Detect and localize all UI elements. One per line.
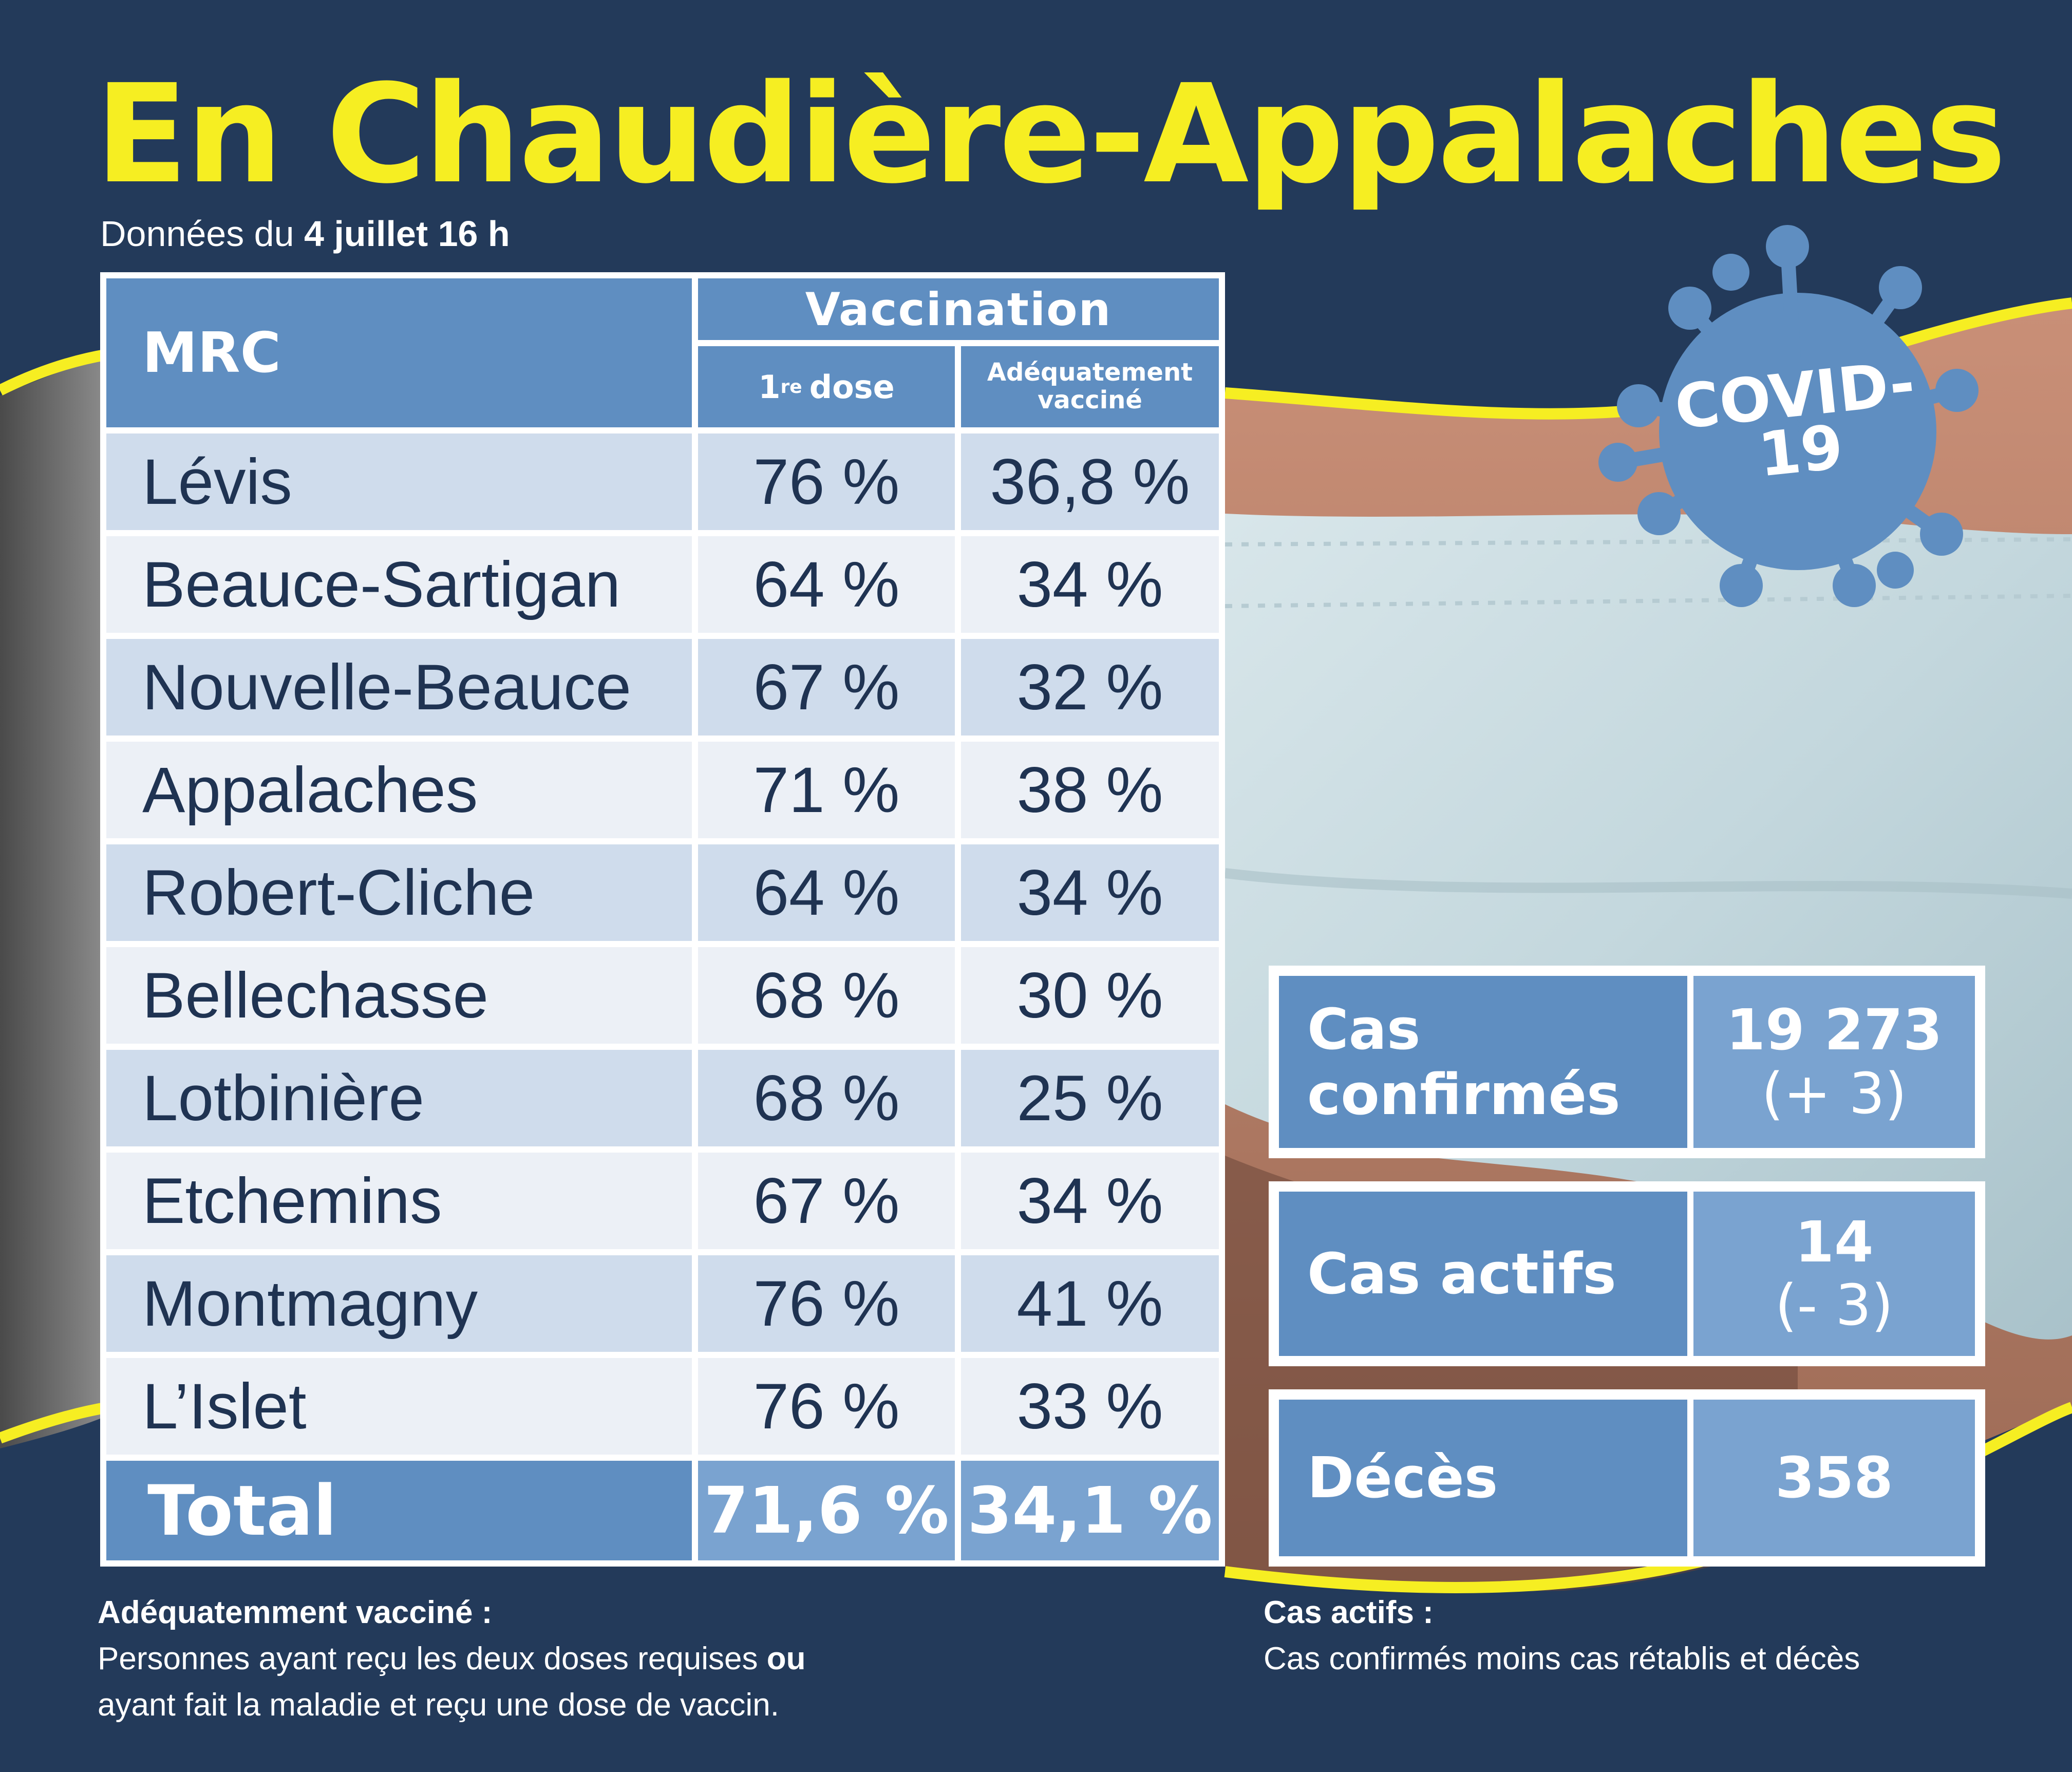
mrc-name: L’Islet [106, 1358, 692, 1455]
first-dose-value: 64 % [698, 844, 955, 941]
active-cases-change: (- 3) [1775, 1272, 1894, 1338]
adequate-value: 41 % [961, 1255, 1219, 1352]
header-first-dose-word: dose [809, 368, 895, 406]
mrc-name: Bellechasse [106, 947, 692, 1044]
mrc-name: Nouvelle-Beauce [106, 639, 692, 736]
mrc-name: Montmagny [106, 1255, 692, 1352]
data-date-value: 4 juillet 16 h [304, 214, 510, 254]
confirmed-cases-box: Cas confirmés 19 273 (+ 3) [1269, 966, 1985, 1158]
deaths-box: Décès 358 [1269, 1389, 1985, 1567]
note-adequate-title: Adéquatemment vacciné : [98, 1595, 493, 1630]
note-adequate-line1: Personnes ayant reçu les deux doses requ… [98, 1636, 1228, 1682]
note-active-text: Cas confirmés moins cas rétablis et décè… [1264, 1641, 1860, 1676]
active-cases-label: Cas actifs [1279, 1192, 1687, 1356]
mrc-name: Etchemins [106, 1153, 692, 1249]
note-active: Cas actifs : Cas confirmés moins cas rét… [1264, 1590, 2060, 1682]
page-title: En Chaudière-Appalaches [95, 55, 2006, 214]
first-dose-value: 76 % [698, 1255, 955, 1352]
left-figure-shape [0, 360, 103, 1448]
first-dose-value: 68 % [698, 947, 955, 1044]
adequate-value: 33 % [961, 1358, 1219, 1455]
yellow-curve-left [0, 349, 109, 395]
yellow-curve-left-bottom [0, 1402, 109, 1444]
first-dose-value: 67 % [698, 639, 955, 736]
vaccination-table: MRC Vaccination 1 re dose Adéquatement vac… [100, 272, 1225, 1567]
header-first-dose: 1 re dose [698, 346, 955, 427]
header-mrc: MRC [106, 278, 692, 427]
header-first-dose-sup: re [780, 376, 802, 398]
header-adequate-line2: vacciné [1038, 386, 1142, 414]
mrc-name: Lotbinière [106, 1050, 692, 1146]
adequate-value: 25 % [961, 1050, 1219, 1146]
adequate-value: 36,8 % [961, 433, 1219, 530]
data-date-prefix: Données du [100, 214, 294, 254]
confirmed-cases-value-cell: 19 273 (+ 3) [1693, 976, 1975, 1148]
confirmed-cases-label: Cas confirmés [1279, 976, 1687, 1148]
total-adequate: 34,1 % [961, 1461, 1219, 1560]
confirmed-cases-change: (+ 3) [1761, 1060, 1907, 1126]
adequate-value: 32 % [961, 639, 1219, 736]
active-cases-box: Cas actifs 14 (- 3) [1269, 1181, 1985, 1366]
virus-icon [1598, 225, 1979, 607]
adequate-value: 30 % [961, 947, 1219, 1044]
confirmed-cases-value: 19 273 [1726, 997, 1943, 1063]
first-dose-value: 76 % [698, 433, 955, 530]
header-adequate: Adéquatement vacciné [961, 346, 1219, 427]
adequate-value: 34 % [961, 536, 1219, 633]
header-adequate-line1: Adéquatement [987, 358, 1193, 387]
active-cases-value-cell: 14 (- 3) [1693, 1192, 1975, 1356]
header-vaccination: Vaccination [698, 278, 1219, 340]
first-dose-value: 64 % [698, 536, 955, 633]
adequate-value: 38 % [961, 742, 1219, 838]
first-dose-value: 67 % [698, 1153, 955, 1249]
deaths-label: Décès [1279, 1400, 1687, 1556]
note-adequate-or: ou [766, 1641, 806, 1676]
total-first-dose: 71,6 % [698, 1461, 955, 1560]
adequate-value: 34 % [961, 844, 1219, 941]
note-active-title: Cas actifs : [1264, 1595, 1434, 1630]
mrc-name: Robert-Cliche [106, 844, 692, 941]
note-adequate-line2: ayant fait la maladie et reçu une dose d… [98, 1687, 779, 1723]
deaths-value-cell: 358 [1693, 1400, 1975, 1556]
note-adequate-line1-text: Personnes ayant reçu les deux doses requ… [98, 1641, 767, 1676]
mrc-name: Appalaches [106, 742, 692, 838]
mrc-name: Beauce-Sartigan [106, 536, 692, 633]
mrc-name: Lévis [106, 433, 692, 530]
first-dose-value: 71 % [698, 742, 955, 838]
data-date: Données du 4 juillet 16 h [100, 213, 510, 254]
total-label: Total [106, 1461, 692, 1560]
deaths-value: 358 [1775, 1444, 1893, 1511]
first-dose-value: 76 % [698, 1358, 955, 1455]
first-dose-value: 68 % [698, 1050, 955, 1146]
active-cases-value: 14 [1795, 1209, 1874, 1275]
confirmed-cases-label-line2: confirmés [1307, 1061, 1621, 1127]
header-first-dose-number: 1 [758, 368, 781, 406]
adequate-value: 34 % [961, 1153, 1219, 1249]
confirmed-cases-label-line1: Cas [1307, 996, 1421, 1062]
note-adequate: Adéquatemment vacciné : Personnes ayant … [98, 1590, 1228, 1728]
